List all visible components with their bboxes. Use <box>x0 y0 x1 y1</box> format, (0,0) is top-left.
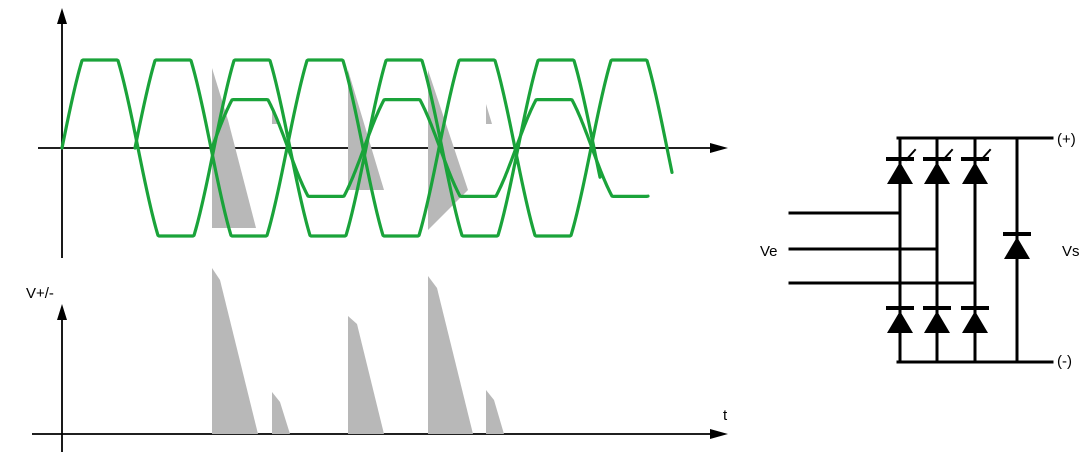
top-x-arrow <box>710 143 728 153</box>
bottom-y-arrow <box>57 304 67 320</box>
top-y-arrow <box>57 8 67 24</box>
output-pulse-3 <box>348 316 384 434</box>
vs-label: Vs <box>1062 243 1080 260</box>
plus-label: (+) <box>1057 131 1076 148</box>
top-axes <box>38 8 728 258</box>
output-pulses <box>212 268 504 434</box>
top-shade-4 <box>428 70 468 230</box>
ve-label: Ve <box>760 243 778 260</box>
thyristor-3 <box>961 148 992 184</box>
three-phase-waves <box>60 58 674 238</box>
freewheel-diode <box>1003 232 1031 259</box>
minus-label: (-) <box>1057 353 1072 370</box>
top-shade-5 <box>486 104 492 124</box>
output-pulse-2 <box>272 392 290 434</box>
output-pulse-1 <box>212 268 258 434</box>
top-shade-3 <box>348 70 384 190</box>
bridge-circuit: Ve Vs (+) (-) <box>760 131 1080 370</box>
wave-phase-3 <box>210 98 650 198</box>
output-pulse-4 <box>428 276 473 434</box>
thyristor-2 <box>923 148 954 184</box>
v-axis-label: V+/- <box>26 285 54 302</box>
t-axis-label: t <box>723 407 728 424</box>
diode-lower-2 <box>923 306 951 333</box>
bottom-x-arrow <box>710 429 728 439</box>
output-pulse-5 <box>486 390 504 434</box>
wave-phase-1 <box>60 58 602 238</box>
diode-lower-3 <box>961 306 989 333</box>
diode-lower-1 <box>886 306 914 333</box>
thyristor-1 <box>886 148 917 184</box>
wave-phase-2 <box>133 58 674 238</box>
